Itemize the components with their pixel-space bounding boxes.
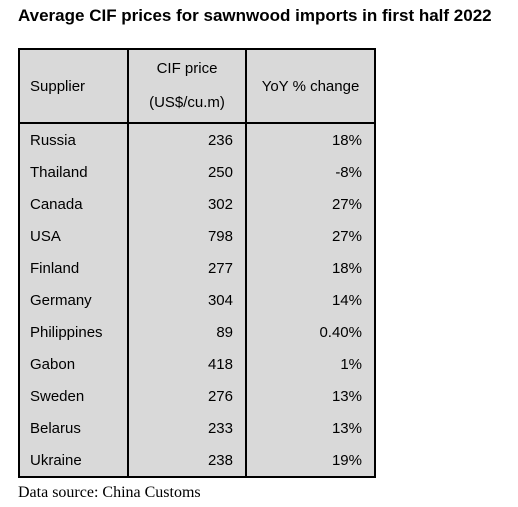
yoy-change-cell: 0.40% xyxy=(319,323,362,341)
yoy-change-cell: 18% xyxy=(331,131,362,149)
header-cif-price-unit: (US$/cu.m) xyxy=(149,94,225,111)
supplier-cell: Finland xyxy=(20,252,129,284)
table-header: Supplier CIF price (US$/cu.m) YoY % chan… xyxy=(20,50,374,124)
table-row: Russia 236 18% xyxy=(20,123,374,156)
yoy-change-cell: 13% xyxy=(331,419,362,437)
cif-price-cell: 250 xyxy=(128,156,247,188)
supplier-cell: Gabon xyxy=(20,348,129,380)
supplier-cell: Thailand xyxy=(20,156,129,188)
cif-price-cell: 89 xyxy=(128,316,247,348)
yoy-change-cell: 13% xyxy=(331,387,362,405)
yoy-change-cell: 27% xyxy=(331,227,362,245)
supplier-cell: Philippines xyxy=(20,316,129,348)
cif-price-cell: 236 xyxy=(128,123,247,156)
cif-price-cell: 798 xyxy=(128,220,247,252)
data-source-note: Data source: China Customs xyxy=(18,484,201,501)
supplier-cell: USA xyxy=(20,220,129,252)
table-row: Philippines 89 0.40% xyxy=(20,316,374,348)
cif-price-cell: 233 xyxy=(128,412,247,444)
table-row: USA 798 27% xyxy=(20,220,374,252)
cif-price-cell: 302 xyxy=(128,188,247,220)
supplier-cell: Russia xyxy=(20,123,129,156)
cif-price-cell: 418 xyxy=(128,348,247,380)
table-row: Germany 304 14% xyxy=(20,284,374,316)
table-row: Belarus 233 13% xyxy=(20,412,374,444)
table-row: Gabon 418 1% xyxy=(20,348,374,380)
supplier-cell: Germany xyxy=(20,284,129,316)
yoy-change-cell: 27% xyxy=(331,195,362,213)
table-row: Sweden 276 13% xyxy=(20,380,374,412)
cif-price-cell: 304 xyxy=(128,284,247,316)
yoy-change-cell: 14% xyxy=(331,291,362,309)
header-yoy-change: YoY % change xyxy=(246,50,374,124)
table-row: Ukraine 238 19% xyxy=(20,444,374,476)
table-row: Finland 277 18% xyxy=(20,252,374,284)
table-row: Canada 302 27% xyxy=(20,188,374,220)
price-table-container: Supplier CIF price (US$/cu.m) YoY % chan… xyxy=(18,48,376,478)
header-row: Supplier CIF price (US$/cu.m) YoY % chan… xyxy=(20,50,374,124)
cif-price-cell: 277 xyxy=(128,252,247,284)
supplier-cell: Canada xyxy=(20,188,129,220)
supplier-cell: Belarus xyxy=(20,412,129,444)
header-cif-price: CIF price (US$/cu.m) xyxy=(128,50,247,124)
yoy-change-cell: 1% xyxy=(340,355,362,373)
table-row: Thailand 250 -8% xyxy=(20,156,374,188)
table-body: Russia 236 18% Thailand 250 -8% Canada 302 27% US… xyxy=(20,123,374,476)
header-supplier: Supplier xyxy=(20,50,129,124)
supplier-cell: Ukraine xyxy=(20,444,129,476)
yoy-change-cell: 19% xyxy=(331,451,362,469)
supplier-cell: Sweden xyxy=(20,380,129,412)
cif-price-cell: 238 xyxy=(128,444,247,476)
price-table: Supplier CIF price (US$/cu.m) YoY % chan… xyxy=(20,50,374,476)
yoy-change-cell: -8% xyxy=(335,163,362,181)
header-cif-price-line1: CIF price xyxy=(156,60,218,77)
table-title: Average CIF prices for sawnwood imports … xyxy=(18,6,492,25)
cif-price-cell: 276 xyxy=(128,380,247,412)
yoy-change-cell: 18% xyxy=(331,259,362,277)
